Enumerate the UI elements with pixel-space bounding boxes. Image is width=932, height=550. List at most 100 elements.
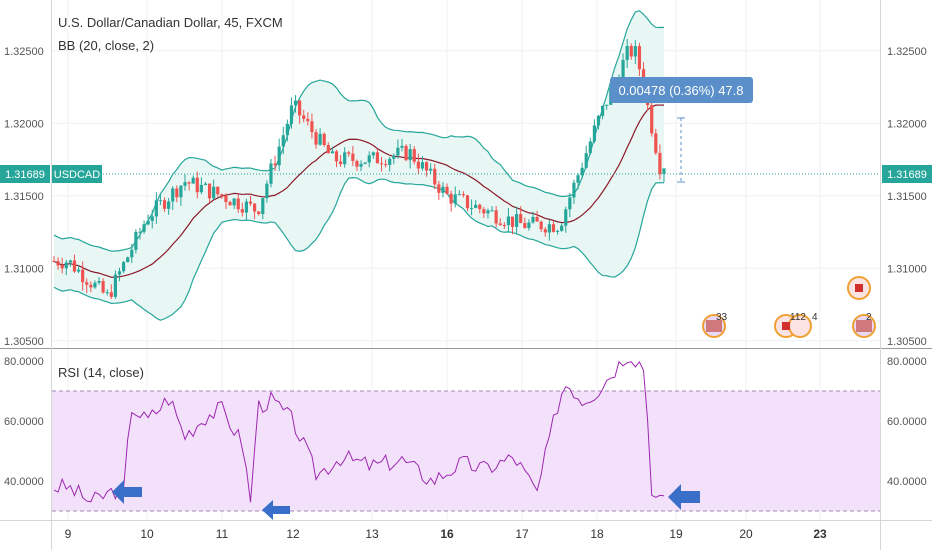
candle-body bbox=[535, 216, 539, 222]
time-tick-17: 17 bbox=[515, 527, 529, 541]
candle-body bbox=[154, 200, 158, 217]
time-tick-9: 9 bbox=[65, 527, 72, 541]
candle-body bbox=[379, 163, 384, 165]
candle bbox=[396, 139, 400, 159]
candle-body bbox=[232, 198, 236, 206]
candle bbox=[334, 149, 339, 168]
candle bbox=[527, 219, 531, 231]
candle bbox=[445, 183, 449, 195]
candle-body bbox=[191, 177, 195, 184]
candle bbox=[253, 202, 257, 220]
candles bbox=[52, 39, 666, 299]
candle bbox=[625, 39, 629, 69]
candle bbox=[142, 220, 146, 235]
bb-fill bbox=[54, 10, 664, 321]
candle bbox=[248, 196, 253, 206]
candle-body bbox=[220, 194, 224, 196]
candle bbox=[224, 193, 228, 209]
last-price-left: 1.31689 bbox=[5, 169, 45, 181]
candle bbox=[187, 181, 191, 191]
candle bbox=[228, 200, 232, 206]
candle-body bbox=[207, 183, 212, 199]
time-scale[interactable]: 9 10 11 12 13 16 17 18 19 20 23 bbox=[65, 527, 827, 541]
rsi-band-fill bbox=[52, 391, 880, 511]
event-badge-ca-2[interactable] bbox=[847, 276, 871, 300]
candle bbox=[52, 256, 56, 263]
candle bbox=[298, 99, 302, 124]
candle-body bbox=[150, 216, 154, 221]
time-tick-10: 10 bbox=[140, 527, 154, 541]
candle-body bbox=[130, 249, 134, 258]
candle bbox=[220, 193, 224, 199]
last-price-tag-left bbox=[0, 165, 50, 183]
candle-body bbox=[89, 284, 93, 288]
candle-body bbox=[310, 121, 314, 133]
event-badge-us-2[interactable]: 2 bbox=[852, 312, 876, 338]
candle bbox=[486, 208, 490, 219]
candle bbox=[72, 254, 77, 273]
event-badge-ca-1[interactable]: 112 4 bbox=[774, 312, 818, 338]
candle-body bbox=[629, 45, 633, 57]
ca-leaf bbox=[782, 322, 790, 330]
rsi-scale[interactable]: 80.0000 80.0000 60.0000 60.0000 40.0000 40.00… bbox=[4, 356, 927, 488]
candle-body bbox=[658, 152, 662, 174]
candle bbox=[367, 151, 371, 168]
candle-body bbox=[605, 104, 609, 106]
candle-body bbox=[482, 209, 486, 214]
time-tick-20: 20 bbox=[739, 527, 753, 541]
rsi-legend: RSI (14, close) bbox=[58, 365, 144, 380]
candle bbox=[126, 256, 130, 263]
candle bbox=[162, 197, 167, 212]
candle bbox=[498, 218, 502, 226]
candle bbox=[326, 142, 330, 154]
price-tick-left-2: 1.31500 bbox=[4, 191, 44, 203]
candle bbox=[56, 257, 60, 270]
candle bbox=[257, 210, 261, 216]
candle-body bbox=[633, 46, 637, 57]
candle bbox=[175, 185, 179, 203]
candle bbox=[564, 206, 568, 233]
candle-body bbox=[420, 162, 425, 169]
rsi-indicator bbox=[52, 360, 880, 512]
price-scale[interactable]: 1.32500 1.32500 1.32000 1.32000 1.31500 1.315… bbox=[4, 46, 927, 348]
us-flag-stripes-2 bbox=[856, 320, 872, 332]
candle-body bbox=[416, 161, 420, 169]
candle bbox=[244, 198, 249, 221]
candle bbox=[232, 197, 236, 209]
candle bbox=[240, 202, 244, 217]
candle-body bbox=[203, 183, 208, 185]
candle-body bbox=[543, 229, 547, 233]
candle-body bbox=[576, 175, 580, 183]
time-tick-12: 12 bbox=[286, 527, 300, 541]
candle-body bbox=[510, 216, 515, 227]
candle-body bbox=[195, 177, 199, 193]
candle-body bbox=[330, 151, 334, 154]
candle-body bbox=[224, 195, 228, 203]
candle bbox=[363, 162, 367, 165]
candle-body bbox=[580, 167, 584, 176]
candle-body bbox=[117, 271, 122, 275]
candle-body bbox=[478, 204, 482, 210]
arrow-annotation-2 bbox=[262, 500, 290, 520]
measure-box[interactable] bbox=[610, 77, 753, 103]
candle-body bbox=[322, 133, 326, 145]
last-price-right: 1.31689 bbox=[887, 169, 927, 181]
candle-body bbox=[261, 198, 265, 214]
candle-body bbox=[461, 194, 465, 196]
event-badge-count-2: 112 bbox=[790, 312, 806, 323]
candle bbox=[600, 105, 605, 120]
candle bbox=[216, 186, 220, 197]
candle-body bbox=[314, 132, 318, 145]
candle bbox=[543, 226, 547, 237]
candle bbox=[183, 174, 187, 191]
candle-body bbox=[625, 45, 629, 60]
event-badge-us-1[interactable]: 33 bbox=[702, 312, 728, 338]
price-tick-right-3: 1.31000 bbox=[887, 263, 927, 275]
candle-body bbox=[343, 152, 347, 165]
candle bbox=[412, 146, 416, 165]
candle bbox=[441, 182, 445, 198]
candle-body bbox=[244, 201, 249, 213]
candle bbox=[555, 229, 560, 235]
candle-body bbox=[52, 261, 56, 262]
